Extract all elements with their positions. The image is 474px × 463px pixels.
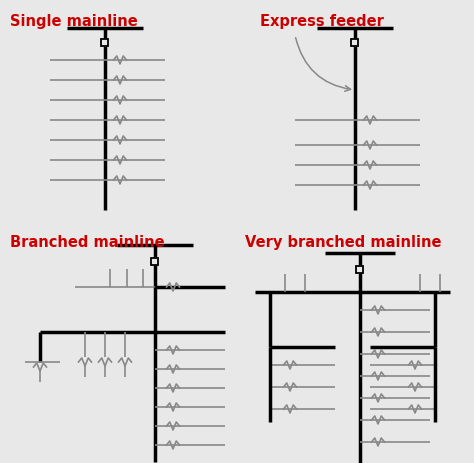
Text: Branched mainline: Branched mainline [10,235,164,250]
Bar [356,265,364,273]
Text: Single mainline: Single mainline [10,14,138,29]
Bar [352,38,358,45]
Text: Very branched mainline: Very branched mainline [245,235,441,250]
Bar [101,38,109,45]
Text: Express feeder: Express feeder [260,14,384,29]
Bar [152,257,158,264]
